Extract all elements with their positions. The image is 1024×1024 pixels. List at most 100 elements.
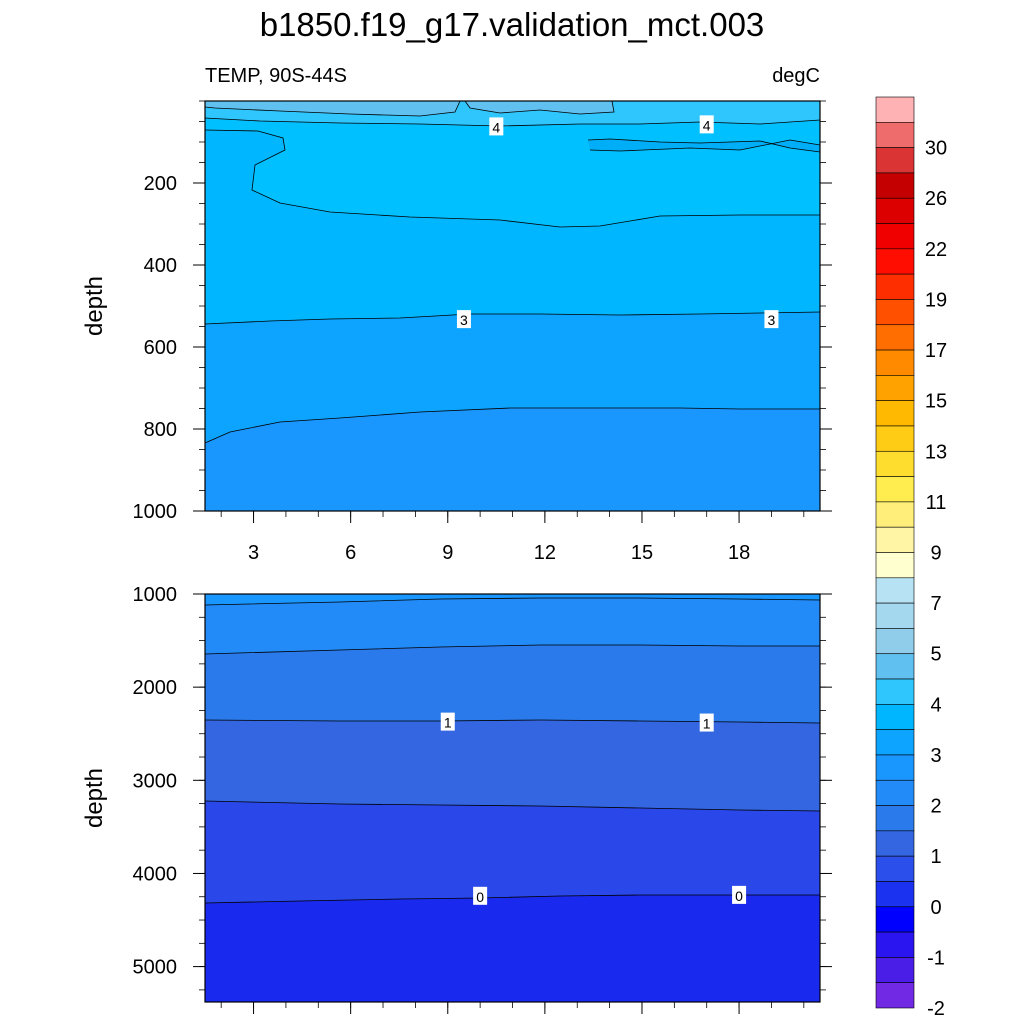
colorbar-label: 19 [925,289,947,311]
colorbar-swatch [875,501,915,528]
contour-label-box [456,310,471,329]
contour-label-box [764,310,779,329]
y-tick-label: 200 [144,173,177,195]
contour-label: 0 [735,888,743,904]
y-tick-label: 4000 [133,863,178,885]
lower-x-axis [220,1002,805,1014]
colorbar-swatch [875,400,915,427]
colorbar-swatch [875,349,915,376]
colorbar-swatch [875,172,915,199]
contour-label: 3 [768,312,776,328]
colorbar-swatch [875,122,915,148]
colorbar-swatch [875,957,915,983]
x-tick-label: 18 [728,542,750,564]
lower-band-f [205,594,820,605]
colorbar-swatch [875,729,915,756]
upper-band-d [205,101,820,227]
lower-y-axis: 1000 2000 3000 4000 5000 [133,584,832,991]
colorbar-label: 3 [930,745,941,767]
colorbar-swatch [875,299,915,326]
contour-label-box [699,713,714,732]
contour-label-box [699,115,714,134]
colorbar-swatch [875,678,915,705]
y-tick-label: 1000 [133,584,178,606]
colorbar-swatch [875,147,915,174]
y-tick-label: 5000 [133,957,178,979]
colorbar-swatch [875,779,915,806]
colorbar-swatch [875,628,915,655]
colorbar-swatch [875,324,915,351]
colorbar-label: 26 [925,188,947,210]
colorbar-swatch [875,602,915,629]
contour-label-box [473,886,488,905]
y-tick-label: 800 [144,419,177,441]
upper-band-e [588,139,820,152]
subtitle-right: degC [772,65,820,87]
colorbar-swatch [875,197,915,224]
colorbar-label: 15 [925,391,947,413]
colorbar-swatch [875,982,915,1009]
colorbar-swatch [875,96,915,123]
lower-contour-labels: 1 1 0 0 [440,712,747,905]
colorbar-swatch [875,881,915,908]
colorbar-swatch [875,476,915,503]
y-tick-label: 2000 [133,677,178,699]
upper-y-axis: 200 400 600 800 1000 [133,100,832,523]
contour-label: 3 [460,312,468,328]
colorbar-swatch [875,375,915,401]
colorbar-label: 0 [930,897,941,919]
colorbar-swatch [875,450,915,477]
colorbar-swatch [875,577,915,604]
colorbar-label: 7 [930,593,941,615]
colorbar-label: -1 [927,947,945,969]
upper-contour-labels: 4 4 3 3 [456,115,779,329]
colorbar-label: 22 [925,239,947,261]
upper-band-g [205,101,614,116]
colorbar-swatch [875,552,915,579]
x-tick-label: 9 [442,542,453,564]
colorbar-swatch [875,931,915,958]
colorbar-swatch [875,704,915,730]
subtitle-left: TEMP, 90S-44S [205,65,347,87]
colorbar-swatch [875,830,915,857]
colorbar-label: 30 [925,138,947,160]
y-tick-label: 600 [144,337,177,359]
colorbar-label: 17 [925,340,947,362]
colorbar-swatch [875,653,915,680]
y-tick-label: 400 [144,255,177,277]
upper-x-axis: 3 6 9 12 15 18 [220,511,805,564]
colorbar-swatch [875,425,915,452]
contour-label-box [732,885,747,904]
colorbar-label: 4 [930,694,941,716]
contour-label: 4 [703,117,711,133]
colorbar-label: -2 [927,998,945,1020]
colorbar-swatch [875,906,915,933]
colorbar-swatch [875,754,915,781]
lower-y-label: depth [81,768,108,828]
contour-label: 4 [492,119,500,135]
colorbar-swatch [875,526,915,553]
contour-label-box [440,712,455,731]
colorbar-label: 13 [925,441,947,463]
colorbar-swatch [875,248,915,275]
contour-label: 0 [476,889,484,905]
colorbar-swatch [875,273,915,300]
upper-contour-lines [204,100,821,444]
colorbar-label: 1 [930,846,941,868]
colorbar-label: 2 [930,796,941,818]
contour-label: 1 [703,716,711,732]
x-tick-label: 15 [631,542,653,564]
y-tick-label: 3000 [133,770,178,792]
x-tick-label: 12 [534,542,556,564]
lower-band-e [205,594,820,654]
chart-title: b1850.f19_g17.validation_mct.003 [260,6,765,43]
upper-y-label: depth [81,276,108,336]
colorbar-swatch [875,805,915,832]
colorbar-label: 11 [926,492,947,514]
lower-contour-lines [204,597,821,904]
contour-label-box [489,117,504,136]
upper-panel: 4 4 3 3 200 400 600 800 1000 3 6 9 12 15 18 depth [81,100,832,564]
x-tick-label: 3 [248,542,259,564]
y-tick-label: 1000 [133,501,178,523]
lower-panel: 1 1 0 0 1000 2000 3000 4000 5000 depth [81,584,832,1014]
